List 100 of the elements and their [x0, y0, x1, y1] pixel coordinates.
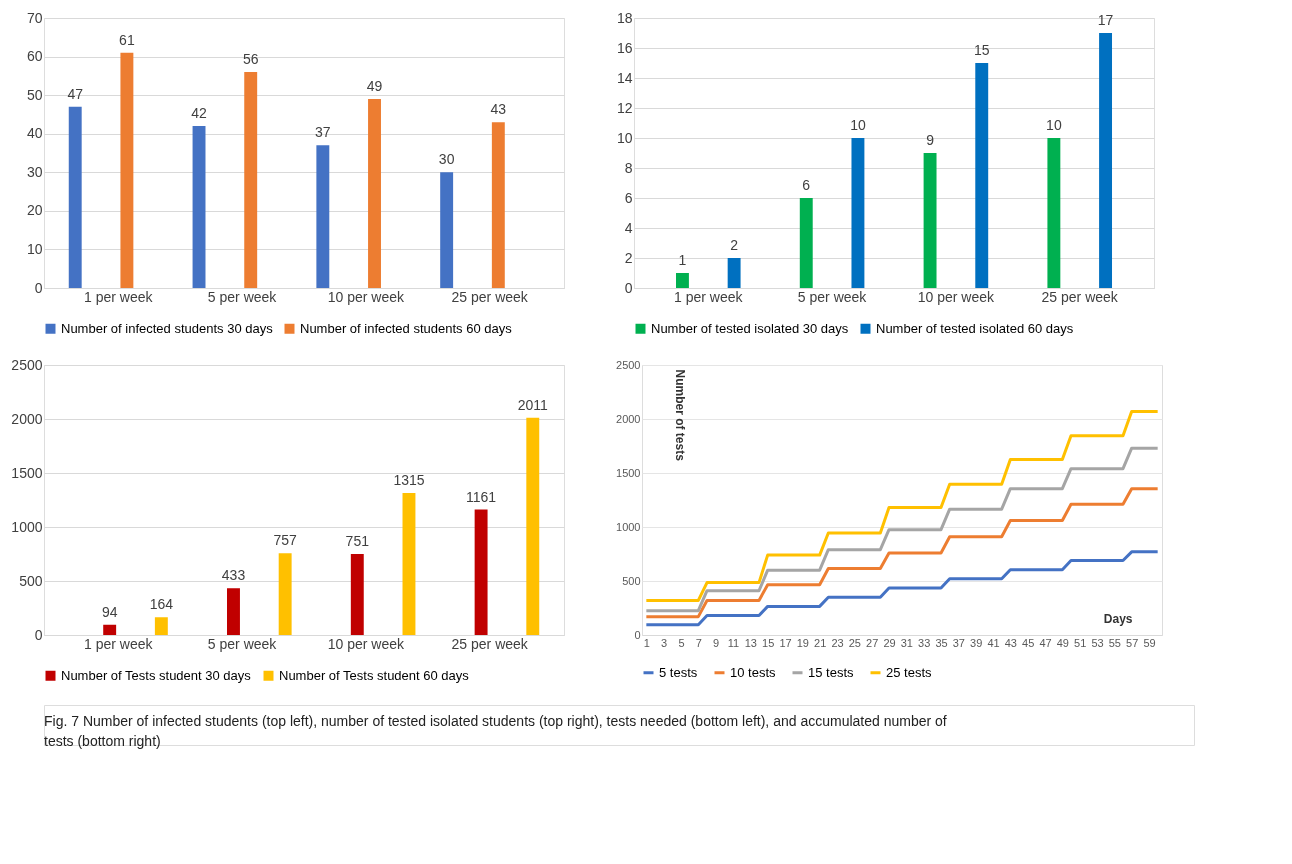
bar — [1099, 33, 1113, 288]
bar — [278, 553, 292, 635]
x-tick-label: 31 — [900, 636, 913, 649]
y-tick-label: 60 — [26, 48, 43, 65]
x-tick-label: 57 — [1126, 636, 1139, 649]
bar — [227, 588, 240, 635]
y-tick-label: 50 — [26, 86, 43, 103]
x-tick-label: 25 per week — [451, 288, 529, 305]
bar — [851, 138, 865, 288]
y-tick-label: 4 — [624, 219, 633, 236]
legend-label: Number of Tests student 30 days — [61, 667, 252, 683]
x-tick-label: 35 — [935, 636, 948, 649]
x-tick-label: 25 per week — [451, 635, 529, 652]
y-tick-label: 12 — [616, 99, 633, 116]
legend-label: Number of infected students 30 days — [61, 320, 274, 336]
x-tick-label: 43 — [1004, 636, 1017, 649]
bar — [526, 417, 540, 635]
y-tick-label: 2000 — [11, 410, 43, 427]
y-tick-label: 10 — [26, 240, 43, 257]
x-tick-label: 45 — [1022, 636, 1035, 649]
y-tick-label: 14 — [616, 69, 633, 86]
data-label: 56 — [242, 51, 259, 67]
y-tick-label: 0 — [624, 279, 633, 296]
x-tick-label: 3 — [661, 636, 668, 649]
bar — [244, 72, 258, 288]
y-tick-label: 0 — [34, 279, 43, 296]
bar — [350, 553, 364, 635]
bar — [368, 99, 381, 288]
data-label: 164 — [149, 596, 174, 613]
data-label: 15 — [973, 42, 990, 58]
x-tick-label: 9 — [713, 636, 720, 649]
y-tick-label: 1000 — [11, 518, 43, 535]
y-tick-label: 10 — [616, 129, 633, 146]
x-tick-label: 15 — [762, 636, 775, 649]
legend-label: 10 tests — [730, 664, 777, 680]
y-tick-label: 0 — [634, 628, 641, 641]
bar — [316, 145, 330, 288]
data-label: 1161 — [466, 488, 497, 505]
bar — [923, 153, 937, 288]
x-tick-label: 33 — [918, 636, 931, 649]
bar — [727, 258, 741, 288]
y-tick-label: 2000 — [616, 412, 641, 425]
y-axis-title: Number of tests — [672, 369, 687, 462]
data-label: 43 — [490, 101, 507, 118]
y-tick-label: 6 — [624, 189, 633, 206]
x-tick-label: 37 — [952, 636, 965, 649]
x-tick-label: 5 — [678, 636, 685, 649]
y-tick-label: 18 — [616, 9, 633, 26]
data-label: 2011 — [517, 396, 549, 413]
x-tick-label: 29 — [883, 636, 896, 649]
x-tick-label: 27 — [866, 636, 879, 649]
data-label: 1315 — [393, 471, 425, 488]
data-label: 1 — [678, 252, 687, 268]
y-tick-label: 500 — [19, 572, 43, 589]
x-tick-label: 1 per week — [674, 288, 744, 305]
legend-label: Number of infected students 60 days — [300, 320, 513, 336]
bar — [440, 172, 454, 288]
x-tick-label: 13 — [744, 636, 757, 649]
y-tick-label: 2500 — [616, 358, 641, 371]
y-tick-label: 2 — [624, 249, 633, 266]
data-label: 47 — [67, 85, 84, 102]
bar — [491, 122, 505, 288]
y-tick-label: 30 — [26, 163, 43, 180]
y-tick-label: 1500 — [616, 466, 641, 479]
bar — [120, 52, 134, 288]
x-tick-label: 7 — [695, 636, 702, 649]
y-tick-label: 8 — [624, 159, 633, 176]
y-tick-label: 1000 — [616, 520, 641, 533]
x-tick-label: 1 per week — [84, 635, 154, 652]
legend-label: 25 tests — [886, 664, 933, 680]
y-tick-label: 20 — [26, 202, 43, 219]
x-tick-label: 10 per week — [327, 635, 406, 652]
caption: Fig. 7 Number of infected students (top left), number of tested isolated students (top right), tests needed (bottom left), and accumulated number of tests (bottom right) — [44, 713, 947, 749]
bar — [474, 509, 488, 635]
x-tick-label: 41 — [987, 636, 1000, 649]
x-tick-label: 1 per week — [84, 288, 154, 305]
x-tick-label: 25 — [848, 636, 861, 649]
data-label: 61 — [119, 31, 135, 48]
x-tick-label: 53 — [1091, 636, 1104, 649]
bar — [1047, 138, 1061, 288]
data-label: 17 — [1097, 12, 1114, 28]
data-label: 94 — [101, 603, 118, 620]
x-tick-label: 47 — [1039, 636, 1052, 649]
y-tick-label: 2500 — [11, 356, 43, 373]
data-label: 751 — [345, 532, 370, 549]
x-tick-label: 17 — [779, 636, 792, 649]
y-tick-label: 70 — [26, 9, 43, 26]
data-label: 9 — [926, 132, 935, 148]
bar — [68, 106, 82, 288]
legend-label: Number of Tests student 60 days — [279, 667, 470, 683]
x-tick-label: 49 — [1056, 636, 1069, 649]
data-label: 757 — [273, 532, 298, 549]
y-tick-label: 40 — [26, 125, 43, 142]
x-tick-label: 5 per week — [207, 288, 278, 305]
bar — [192, 126, 206, 288]
y-tick-label: 0 — [34, 626, 43, 643]
bar — [975, 63, 989, 288]
legend-label: Number of tested isolated 30 days — [651, 320, 849, 336]
y-tick-label: 1500 — [11, 464, 43, 481]
x-tick-label: 19 — [796, 636, 809, 649]
